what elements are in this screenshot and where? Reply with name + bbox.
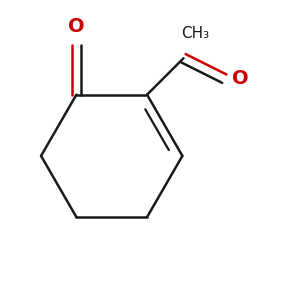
- Text: O: O: [232, 69, 248, 88]
- Text: O: O: [68, 17, 85, 36]
- Text: CH₃: CH₃: [181, 26, 209, 40]
